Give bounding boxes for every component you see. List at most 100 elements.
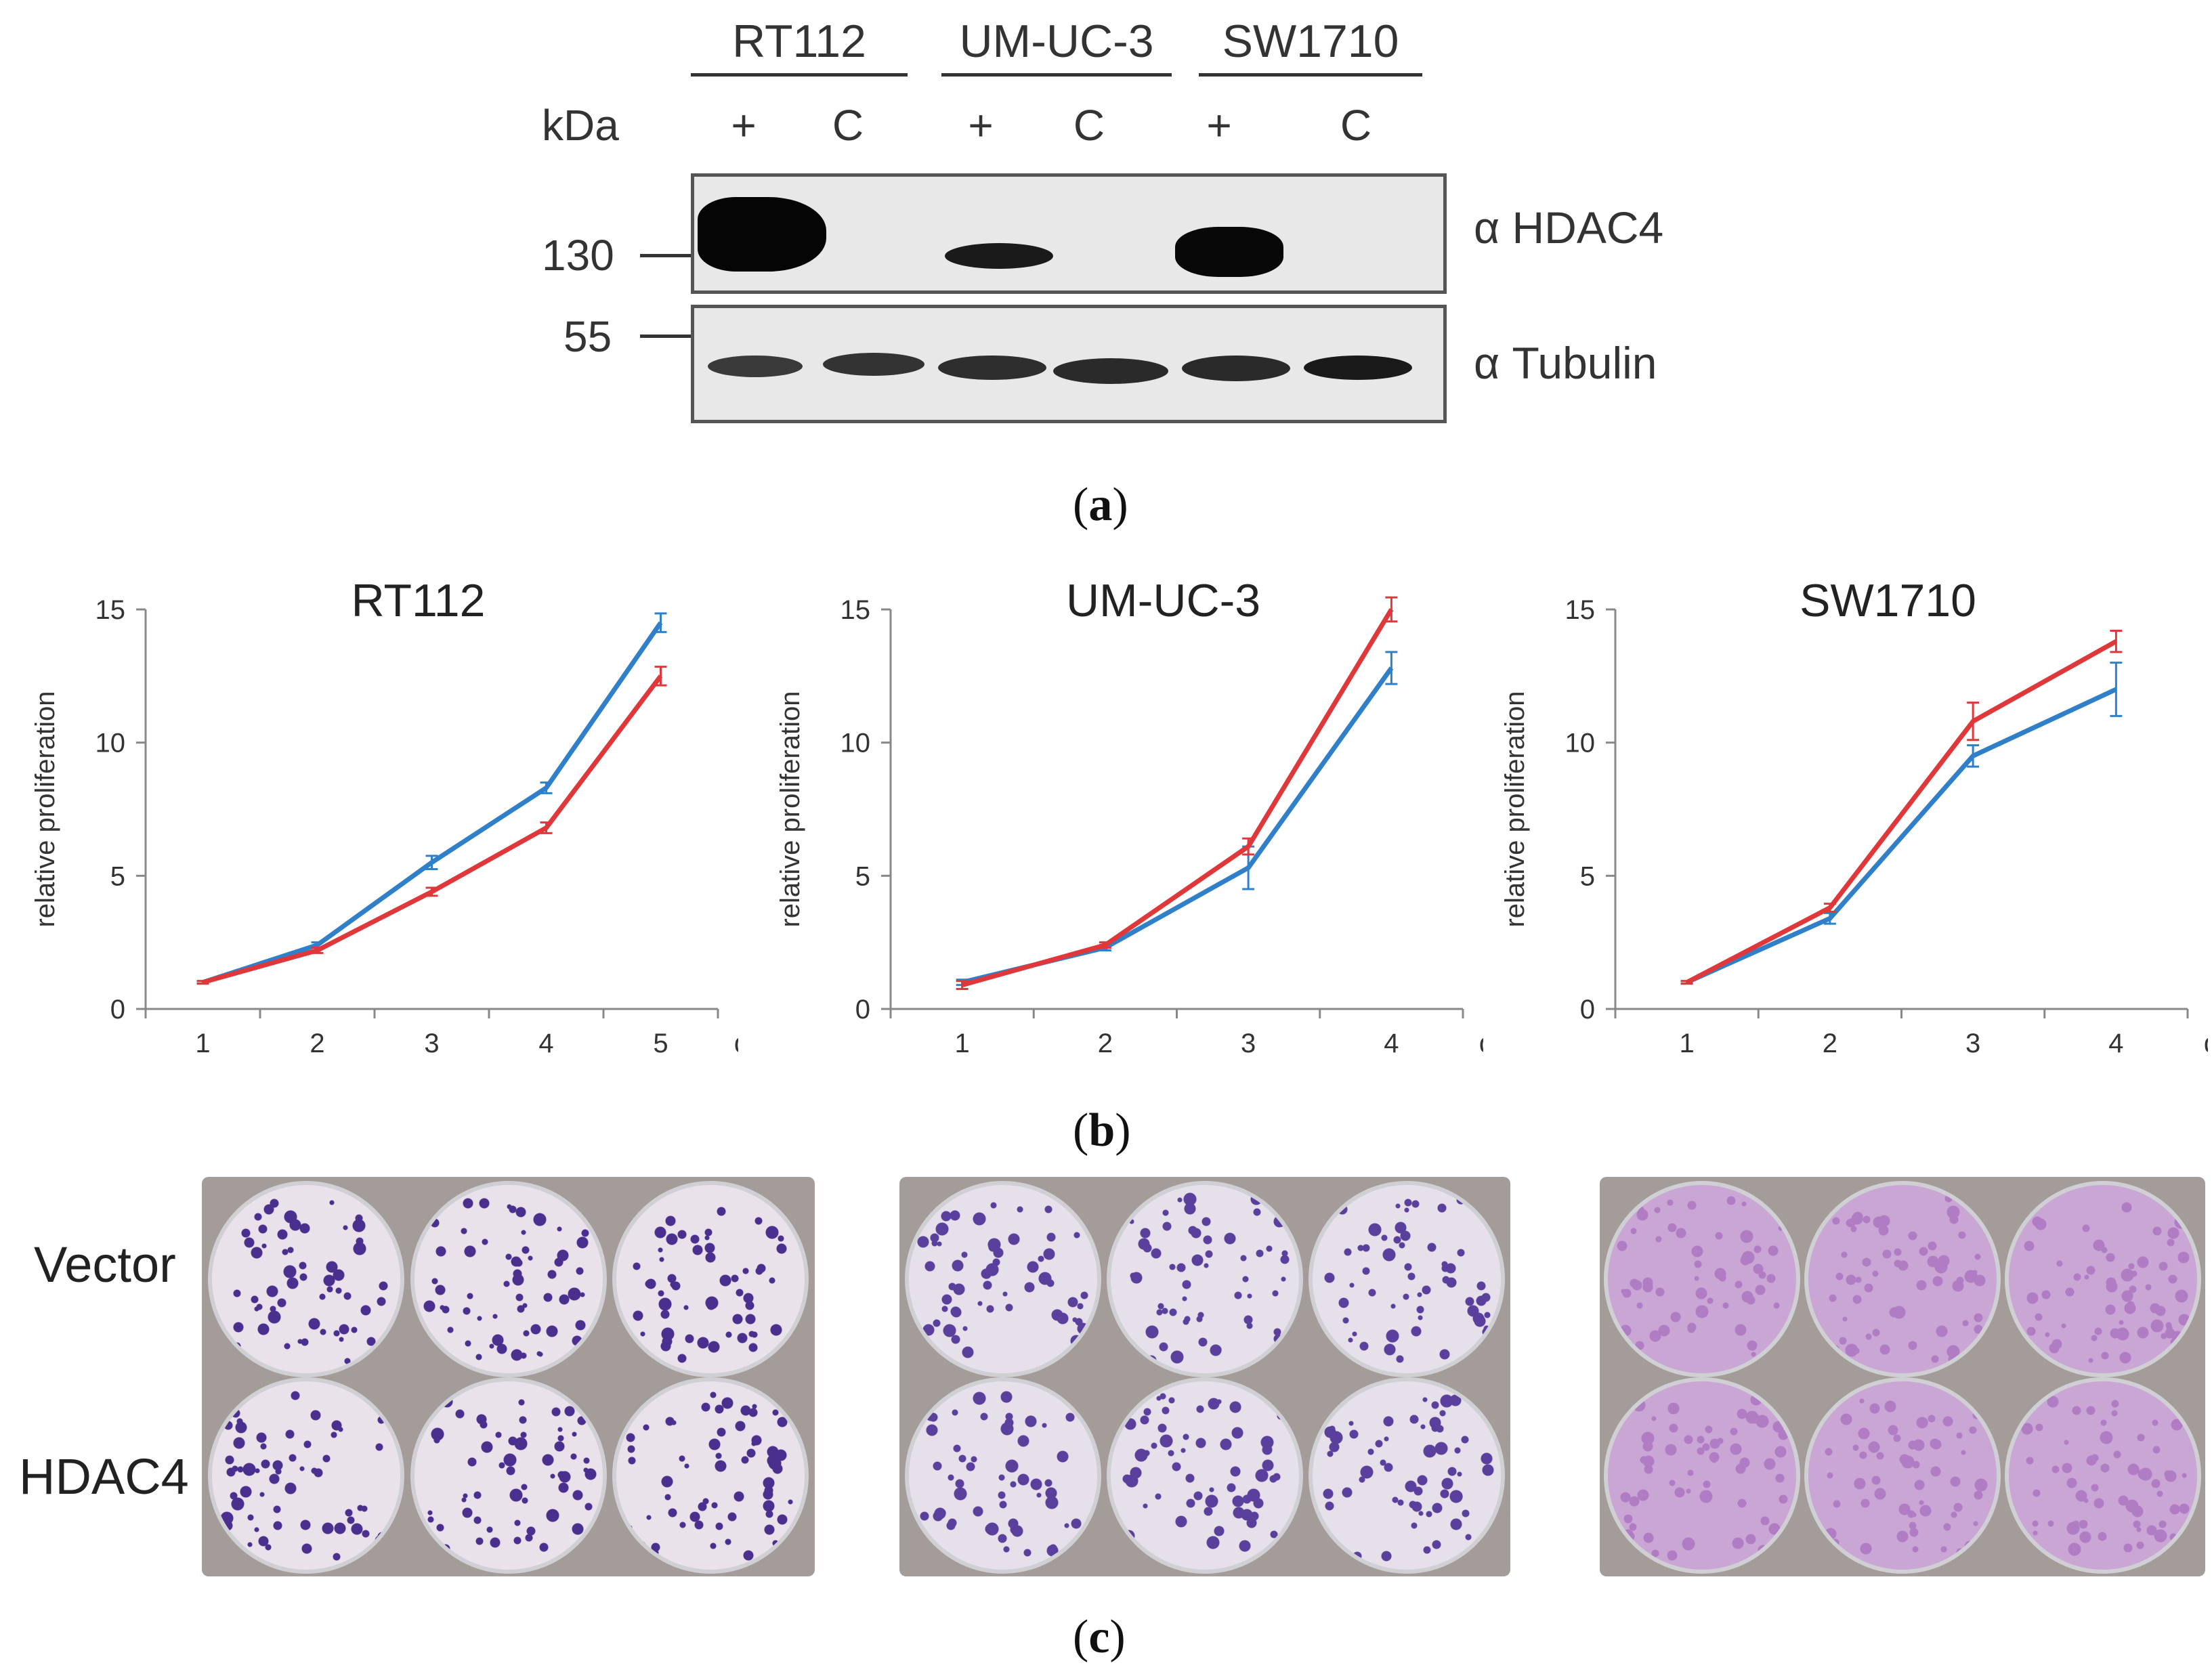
- colony-plate-sw1710: [1600, 1177, 2205, 1576]
- y-tick-label: 5: [110, 861, 125, 891]
- colony-plate-umuc3: [899, 1177, 1510, 1576]
- vector-well: [2005, 1181, 2201, 1377]
- hdac4-well: [207, 1377, 404, 1574]
- y-tick-label: 0: [1580, 995, 1595, 1025]
- vector-well: [1107, 1181, 1303, 1377]
- chart-umuc3-svg: 0 5 10 15 1 2 3 4 d relative proliferation UM-UC-3: [775, 575, 1483, 1058]
- cell-line-label: UM-UC-3: [959, 16, 1154, 67]
- x-tick-label: 1: [195, 1029, 210, 1058]
- y-tick-label: 15: [841, 595, 871, 625]
- lane-label: +: [731, 101, 757, 150]
- y-tick-label: 10: [95, 729, 126, 758]
- x-tick-label: 4: [538, 1029, 553, 1058]
- lane-label: +: [1206, 101, 1232, 150]
- band-umuc3-overexpression: [945, 243, 1053, 269]
- panel-label-b: (b): [1073, 1104, 1131, 1157]
- band-sw1710-overexpression: [1175, 227, 1283, 277]
- cell-line-label: SW1710: [1222, 16, 1399, 67]
- x-tick-label: 3: [1241, 1029, 1256, 1058]
- row-label-hdac4: HDAC4: [19, 1448, 189, 1505]
- vector-well: [1604, 1181, 1800, 1377]
- chart-title: UM-UC-3: [1066, 575, 1260, 626]
- x-tick-label: 2: [310, 1029, 324, 1058]
- y-tick-label: 10: [1565, 729, 1596, 758]
- vector-well: [1309, 1181, 1505, 1377]
- band-tubulin-lane3: [938, 356, 1046, 380]
- hdac4-blot-strip: [691, 173, 1447, 294]
- chart-rt112: 0 5 10 15 1 2 3 4 5 d relative proliferation RT112: [0, 555, 738, 1070]
- x-tick-label: 4: [1384, 1029, 1399, 1058]
- cell-line-header-rt112: RT112: [691, 15, 908, 77]
- cell-line-underline: [941, 73, 1172, 77]
- x-axis-label: d: [2204, 1029, 2208, 1058]
- x-tick-label: 1: [1680, 1029, 1695, 1058]
- hdac4-well: [1604, 1377, 1800, 1574]
- x-tick-label: 4: [2108, 1029, 2123, 1058]
- lane-label: C: [832, 101, 864, 150]
- x-tick-label: 1: [955, 1029, 970, 1058]
- series-line-red: [961, 608, 1394, 987]
- mw-marker-55: 55: [563, 312, 612, 361]
- hdac4-well: [1107, 1377, 1303, 1574]
- chart-sw1710: 0 5 10 15 1 2 3 4 d relative proliferation SW1710: [1470, 555, 2208, 1070]
- y-axis-label: relative proliferation: [775, 691, 805, 927]
- y-tick-label: 0: [110, 995, 125, 1025]
- mw-tick-55: [640, 335, 696, 338]
- lane-label: C: [1340, 101, 1372, 150]
- chart-rt112-svg: 0 5 10 15 1 2 3 4 5 d relative proliferation RT112: [30, 575, 738, 1058]
- x-tick-label: 2: [1823, 1029, 1837, 1058]
- band-tubulin-lane4: [1053, 358, 1168, 384]
- mw-marker-130: 130: [542, 231, 614, 280]
- hdac4-well: [2005, 1377, 2201, 1574]
- band-tubulin-lane6: [1304, 356, 1412, 380]
- cell-line-label: RT112: [732, 16, 866, 67]
- cell-line-header-umuc3: UM-UC-3: [941, 15, 1172, 77]
- x-tick-label: 5: [653, 1029, 668, 1058]
- x-tick-label: 3: [424, 1029, 439, 1058]
- panel-label-a: (a): [1073, 479, 1128, 531]
- panel-a-western-blot: RT112 UM-UC-3 SW1710 kDa + C + C + C 130…: [0, 0, 2212, 535]
- series-line-blue: [202, 621, 663, 985]
- x-axis-label: d: [1479, 1029, 1483, 1058]
- lane-label: C: [1073, 101, 1105, 150]
- chart-title: RT112: [352, 575, 486, 626]
- cell-line-underline: [691, 73, 908, 77]
- vector-well: [905, 1181, 1101, 1377]
- y-tick-label: 15: [1565, 595, 1596, 625]
- y-tick-label: 5: [1580, 861, 1595, 891]
- series-line-blue: [1686, 687, 2117, 985]
- y-tick-label: 5: [855, 861, 870, 891]
- chart-title: SW1710: [1800, 575, 1976, 626]
- antibody-label-tubulin: α Tubulin: [1474, 338, 1657, 388]
- band-tubulin-lane5: [1182, 356, 1290, 381]
- series-line-red: [1686, 639, 2118, 985]
- hdac4-well: [612, 1377, 809, 1574]
- band-rt112-overexpression: [698, 197, 826, 272]
- y-tick-label: 0: [855, 995, 870, 1025]
- y-axis-label: relative proliferation: [1500, 691, 1530, 927]
- vector-well: [612, 1181, 809, 1377]
- cell-line-underline: [1199, 73, 1422, 77]
- y-axis-label: relative proliferation: [30, 691, 60, 927]
- x-axis-label: d: [734, 1029, 738, 1058]
- mw-tick-130: [640, 254, 696, 257]
- kda-label: kDa: [542, 101, 619, 150]
- antibody-label-hdac4: α HDAC4: [1474, 202, 1664, 253]
- chart-umuc3: 0 5 10 15 1 2 3 4 d relative proliferation UM-UC-3: [745, 555, 1483, 1070]
- y-tick-label: 10: [841, 729, 871, 758]
- band-tubulin-lane1: [708, 356, 803, 377]
- tubulin-blot-strip: [691, 305, 1447, 423]
- band-tubulin-lane2: [823, 353, 924, 376]
- hdac4-well: [1804, 1377, 2001, 1574]
- vector-well: [1804, 1181, 2001, 1377]
- hdac4-well: [410, 1377, 607, 1574]
- colony-plate-rt112: [202, 1177, 815, 1576]
- lane-label: +: [968, 101, 994, 150]
- chart-sw1710-svg: 0 5 10 15 1 2 3 4 d relative proliferation SW1710: [1500, 575, 2208, 1058]
- vector-well: [207, 1181, 404, 1377]
- cell-line-header-sw1710: SW1710: [1199, 15, 1422, 77]
- row-label-vector: Vector: [34, 1236, 176, 1293]
- panel-label-c: (c): [1073, 1611, 1126, 1663]
- y-tick-label: 15: [95, 595, 126, 625]
- vector-well: [410, 1181, 607, 1377]
